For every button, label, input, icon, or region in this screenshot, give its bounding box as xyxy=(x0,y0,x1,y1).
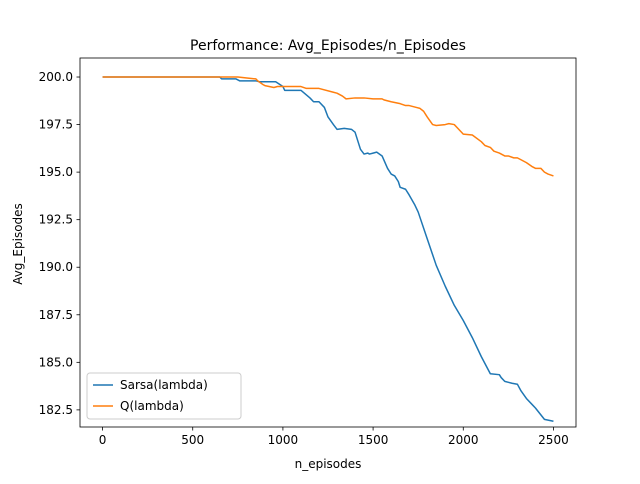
y-tick-label: 195.0 xyxy=(39,165,73,179)
x-tick-label: 0 xyxy=(99,433,107,447)
series-line-q-lambda xyxy=(102,76,554,177)
axes-frame xyxy=(79,57,577,428)
legend-box xyxy=(86,372,242,420)
series-line-sarsa-lambda xyxy=(102,76,554,423)
x-axis-label: n_episodes xyxy=(295,457,362,471)
y-tick-label: 185.0 xyxy=(39,355,73,369)
x-tick-label: 1500 xyxy=(358,433,389,447)
x-tick-label: 2000 xyxy=(448,433,479,447)
y-tick-label: 190.0 xyxy=(39,260,73,274)
plot-area: 0 500 1000 1500 2000 2500 182.5 185.0 187.5 190.0… xyxy=(39,57,577,447)
y-axis-label: Avg_Episodes xyxy=(11,203,25,285)
y-tick-label: 182.5 xyxy=(39,403,73,417)
y-tick-label: 187.5 xyxy=(39,308,73,322)
legend: Sarsa(lambda) Q(lambda) xyxy=(86,372,242,420)
legend-label-sarsa-lambda: Sarsa(lambda) xyxy=(120,378,208,392)
chart-title: Performance: Avg_Episodes/n_Episodes xyxy=(190,38,466,54)
x-tick-label: 1000 xyxy=(268,433,299,447)
legend-label-q-lambda: Q(lambda) xyxy=(120,399,184,413)
y-tick-label: 200.0 xyxy=(39,70,73,84)
x-tick-label: 2500 xyxy=(538,433,569,447)
y-tick-label: 192.5 xyxy=(39,213,73,227)
y-tick-label: 197.5 xyxy=(39,118,73,132)
x-tick-label: 500 xyxy=(181,433,204,447)
